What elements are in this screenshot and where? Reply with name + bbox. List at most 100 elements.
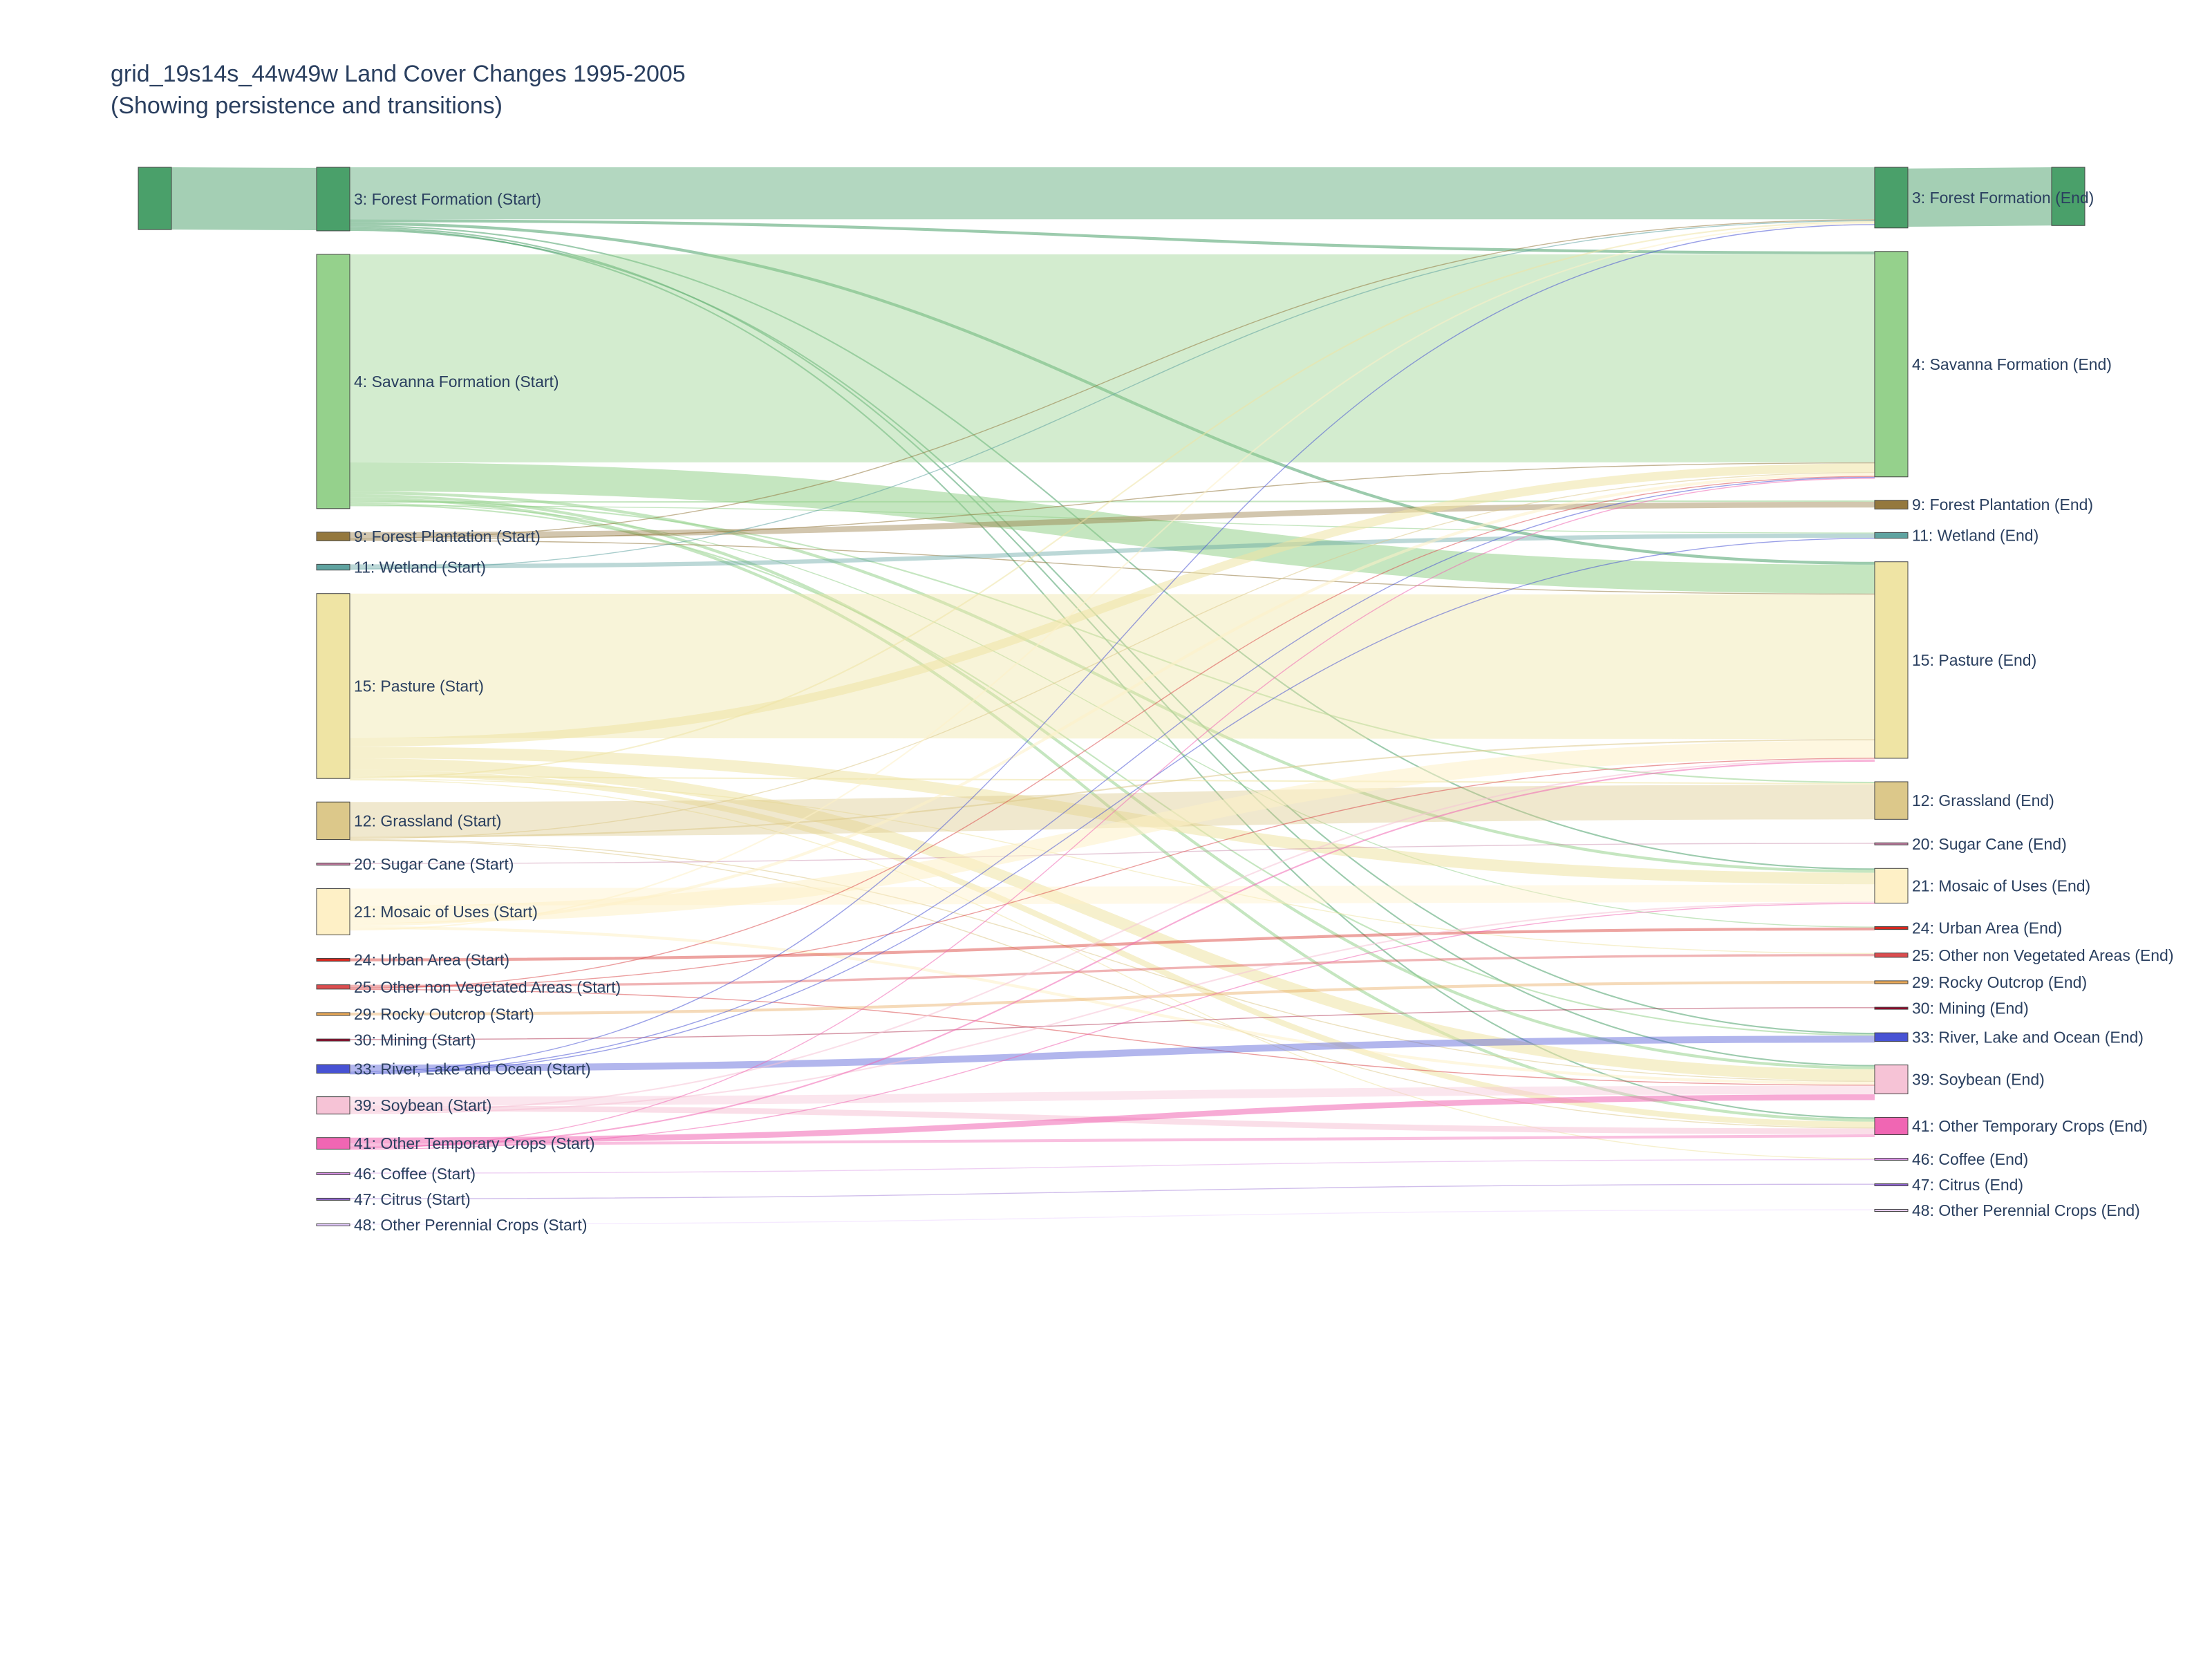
node-label-e30: 30: Mining (End)	[1912, 1000, 2029, 1018]
node-end-48-other-perennial-crops-end[interactable]	[1874, 1209, 1909, 1212]
flow-s21-to-e15	[349, 740, 1875, 924]
node-label-s9: 9: Forest Plantation (Start)	[354, 527, 541, 545]
chart-title-block: grid_19s14s_44w49w Land Cover Changes 19…	[111, 58, 686, 122]
node-label-e24: 24: Urban Area (End)	[1912, 919, 2062, 937]
node-end-25-other-non-vegetated-areas-end[interactable]	[1874, 953, 1909, 958]
node-end-20-sugar-cane-end[interactable]	[1874, 842, 1909, 845]
node-end-3-forest-formation-end[interactable]	[1874, 167, 1909, 229]
flow-s4-to-e33	[349, 503, 1875, 1036]
flow-s25-to-e39	[349, 988, 1875, 1086]
flow-s33-to-e3	[349, 224, 1875, 1073]
node-start-11-wetland-start[interactable]	[316, 563, 350, 571]
node-start-4-savanna-formation-start[interactable]	[316, 254, 350, 509]
node-start-46-coffee-start[interactable]	[316, 1172, 350, 1175]
flow-s47-to-e47	[349, 1183, 1875, 1199]
flow-s9-to-e15	[349, 539, 1875, 595]
flow-s30-to-e30	[349, 1007, 1875, 1040]
node-end-29-rocky-outcrop-end[interactable]	[1874, 980, 1909, 984]
node-start-41-other-temporary-crops-start[interactable]	[316, 1137, 350, 1150]
flow-s3-to-e15	[349, 222, 1875, 565]
node-end-46-coffee-end[interactable]	[1874, 1158, 1909, 1161]
node-start-12-grassland-start[interactable]	[316, 801, 350, 841]
node-label-e46: 46: Coffee (End)	[1912, 1150, 2028, 1168]
node-start-21-mosaic-of-uses-start[interactable]	[316, 888, 350, 935]
flow-s41-to-e21	[349, 903, 1875, 1150]
node-forest-prior[interactable]	[138, 167, 172, 230]
node-label-e20: 20: Sugar Cane (End)	[1912, 835, 2067, 853]
node-label-e39: 39: Soybean (End)	[1912, 1071, 2045, 1089]
flow-s12-to-e12	[349, 785, 1875, 837]
node-start-15-pasture-start[interactable]	[316, 593, 350, 779]
node-label-s20: 20: Sugar Cane (Start)	[354, 855, 514, 873]
node-label-s47: 47: Citrus (Start)	[354, 1190, 471, 1208]
node-label-s11: 11: Wetland (Start)	[354, 559, 486, 577]
node-forest-after[interactable]	[2051, 167, 2086, 226]
flow-s25-to-e25	[349, 954, 1875, 987]
flow-s20-to-e20	[349, 843, 1875, 864]
flow-s41-to-e41	[349, 1134, 1875, 1147]
node-end-21-mosaic-of-uses-end[interactable]	[1874, 868, 1909, 903]
node-start-39-soybean-start[interactable]	[316, 1096, 350, 1115]
node-end-9-forest-plantation-end[interactable]	[1874, 500, 1909, 509]
node-label-e12: 12: Grassland (End)	[1912, 791, 2054, 809]
node-end-12-grassland-end[interactable]	[1874, 781, 1909, 820]
node-start-25-other-non-vegetated-areas-start[interactable]	[316, 984, 350, 990]
node-label-e11: 11: Wetland (End)	[1912, 527, 2038, 545]
node-label-e15: 15: Pasture (End)	[1912, 651, 2036, 669]
flow-s25-to-e4	[349, 476, 1875, 989]
node-label-s3: 3: Forest Formation (Start)	[354, 190, 541, 208]
node-label-e48: 48: Other Perennial Crops (End)	[1912, 1201, 2140, 1219]
node-start-29-rocky-outcrop-start[interactable]	[316, 1012, 350, 1016]
node-start-9-forest-plantation-start[interactable]	[316, 532, 350, 541]
nodes-layer	[138, 167, 2086, 1226]
flow-s15-to-e39	[349, 758, 1875, 1081]
flow-s21-to-e21	[349, 884, 1875, 906]
flow-s4-to-e21	[349, 491, 1875, 873]
node-label-s25: 25: Other non Vegetated Areas (Start)	[354, 978, 621, 996]
node-start-47-citrus-start[interactable]	[316, 1197, 350, 1201]
flow-s41-to-e39	[349, 1094, 1875, 1144]
chart-title: grid_19s14s_44w49w Land Cover Changes 19…	[111, 61, 686, 87]
flow-forest-prior-to-start	[171, 167, 317, 231]
flow-s41-to-e4	[349, 478, 1875, 1149]
node-label-s29: 29: Rocky Outcrop (Start)	[354, 1005, 534, 1023]
flow-s12-to-e39	[349, 838, 1875, 1082]
node-start-3-forest-formation-start[interactable]	[316, 167, 350, 232]
flow-s9-to-e4	[349, 462, 1875, 540]
flow-s4-to-e11	[349, 505, 1875, 534]
node-label-e33: 33: River, Lake and Ocean (End)	[1912, 1028, 2144, 1046]
node-label-e29: 29: Rocky Outcrop (End)	[1912, 973, 2087, 991]
flow-s3-to-e4	[349, 219, 1875, 254]
node-start-20-sugar-cane-start[interactable]	[316, 863, 350, 866]
flow-s9-to-e9	[349, 501, 1875, 538]
node-start-24-urban-area-start[interactable]	[316, 957, 350, 962]
flow-s15-to-e3	[349, 221, 1875, 779]
node-end-33-river-lake-and-ocean-end[interactable]	[1874, 1032, 1909, 1042]
flow-s11-to-e3	[349, 220, 1875, 570]
node-label-e3: 3: Forest Formation (End)	[1912, 189, 2094, 207]
flow-s33-to-e4	[349, 476, 1875, 1074]
node-end-39-soybean-end[interactable]	[1874, 1065, 1909, 1094]
node-start-48-other-perennial-crops-start[interactable]	[316, 1223, 350, 1226]
node-label-s24: 24: Urban Area (Start)	[354, 951, 509, 969]
flow-s33-to-e11	[349, 538, 1875, 1075]
node-end-15-pasture-end[interactable]	[1874, 561, 1909, 759]
chart-subtitle: (Showing persistence and transitions)	[111, 93, 503, 119]
node-end-24-urban-area-end[interactable]	[1874, 926, 1909, 930]
node-end-4-savanna-formation-end[interactable]	[1874, 251, 1909, 478]
flow-s12-to-e41	[349, 840, 1875, 1129]
flow-s21-to-e4	[349, 473, 1875, 926]
flow-s12-to-e4	[349, 471, 1875, 839]
flow-s41-to-e15	[349, 760, 1875, 1148]
node-label-e25: 25: Other non Vegetated Areas (End)	[1912, 946, 2173, 964]
node-end-47-citrus-end[interactable]	[1874, 1183, 1909, 1187]
node-end-41-other-temporary-crops-end[interactable]	[1874, 1116, 1909, 1136]
node-end-11-wetland-end[interactable]	[1874, 532, 1909, 539]
flow-s3-to-e21	[349, 225, 1875, 870]
node-start-30-mining-start[interactable]	[316, 1038, 350, 1042]
node-start-33-river-lake-and-ocean-start[interactable]	[316, 1064, 350, 1074]
flow-s39-to-e21	[349, 901, 1875, 1114]
flow-s21-to-e3	[349, 223, 1875, 931]
node-end-30-mining-end[interactable]	[1874, 1006, 1909, 1010]
node-label-s12: 12: Grassland (Start)	[354, 812, 501, 830]
